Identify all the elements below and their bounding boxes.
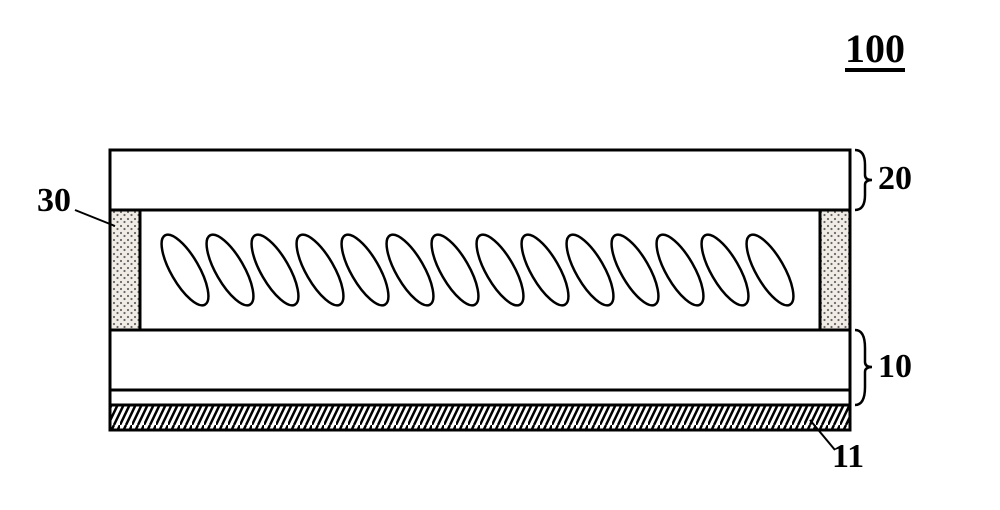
brace-20 xyxy=(855,150,872,210)
sealant-right xyxy=(820,210,850,330)
hatched-base xyxy=(110,405,850,430)
label-20: 20 xyxy=(878,160,912,198)
brace-10 xyxy=(855,330,872,405)
label-10: 10 xyxy=(878,348,912,386)
bottom-layer-2 xyxy=(110,390,850,405)
label-11: 11 xyxy=(832,438,864,476)
top-substrate xyxy=(110,150,850,210)
sealant-left xyxy=(110,210,140,330)
cross-section-diagram xyxy=(0,0,1000,510)
bottom-layer-1 xyxy=(110,330,850,390)
label-30: 30 xyxy=(37,182,71,220)
